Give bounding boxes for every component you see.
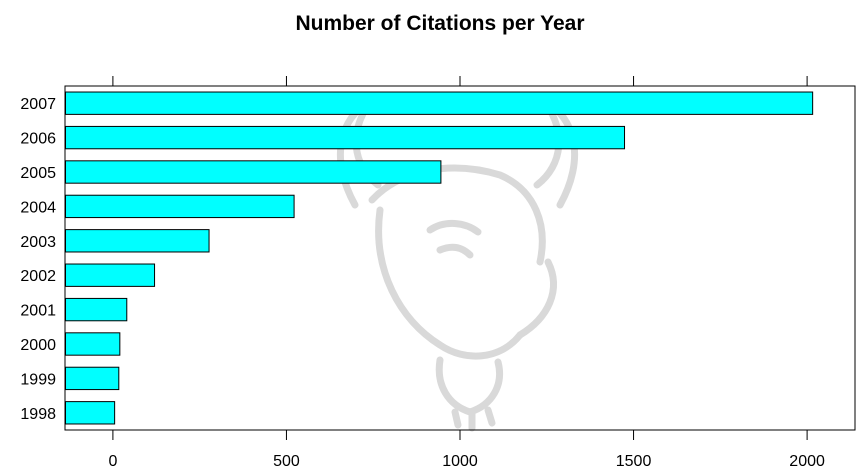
bar-1998: [65, 401, 116, 425]
bar-2002: [65, 263, 156, 287]
bar-2000: [65, 332, 121, 356]
top-axis-ticks: [112, 76, 808, 86]
y-tick-label: 2003: [20, 234, 56, 251]
y-tick-label: 1998: [20, 406, 56, 423]
y-tick-label: 2004: [20, 199, 56, 216]
bar-2001: [65, 297, 128, 322]
bar-2003: [65, 229, 210, 253]
y-axis-labels: 2007 2006 2005 2004 2003 2002 2001 2000 1999 1998: [20, 96, 56, 423]
x-tick-label: 1000: [442, 453, 478, 470]
y-tick-label: 2005: [20, 165, 56, 182]
y-tick-label: 2006: [20, 131, 56, 148]
bar-2007: [65, 91, 814, 115]
bar-2004: [65, 194, 295, 219]
x-tick-label: 0: [108, 453, 117, 470]
bars: [65, 91, 814, 425]
x-tick-label: 2000: [789, 453, 825, 470]
x-axis-labels: 0 500 1000 1500 2000: [108, 453, 825, 470]
bar-2005: [65, 160, 442, 184]
bottom-axis-ticks: [112, 430, 808, 440]
bar-2006: [65, 125, 626, 150]
bar-1999: [65, 366, 120, 391]
x-tick-label: 1500: [616, 453, 652, 470]
chart-title: Number of Citations per Year: [295, 12, 584, 35]
y-tick-label: 2001: [20, 303, 56, 320]
y-tick-label: 2002: [20, 268, 56, 285]
y-tick-label: 2000: [20, 337, 56, 354]
y-tick-label: 1999: [20, 371, 56, 388]
x-tick-label: 500: [273, 453, 300, 470]
y-tick-label: 2007: [20, 96, 56, 113]
